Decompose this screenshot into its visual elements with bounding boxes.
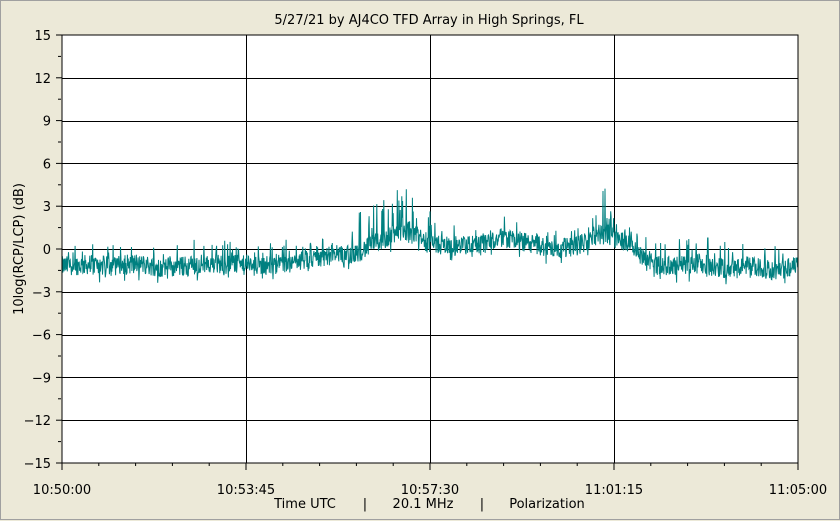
x-label-mode: Polarization (509, 497, 585, 512)
y-tick-label: −6 (32, 329, 51, 344)
x-label-separator: | (363, 497, 367, 512)
series-line (61, 188, 799, 285)
x-tick-label: 11:05:00 (769, 483, 827, 498)
x-tick-label: 10:57:30 (401, 483, 459, 498)
y-tick-label: 0 (43, 243, 51, 258)
y-tick-label: 6 (43, 157, 51, 172)
x-tick-label: 11:01:15 (585, 483, 643, 498)
y-tick-label: −3 (32, 286, 51, 301)
x-label-separator: | (480, 497, 484, 512)
y-tick-label: 9 (43, 115, 51, 130)
y-tick-label: 3 (43, 200, 51, 215)
y-tick-label: −9 (32, 371, 51, 386)
y-tick-label: 12 (34, 72, 51, 87)
y-axis: 15 12 9 6 3 0 −3 −6 −9 −12 −15 (24, 29, 62, 472)
chart-title: 5/27/21 by AJ4CO TFD Array in High Sprin… (274, 13, 584, 28)
x-tick-label: 10:50:00 (33, 483, 91, 498)
x-axis-label: Time UTC | 20.1 MHz | Polarization (273, 497, 585, 512)
y-tick-label: −15 (24, 457, 51, 472)
x-label-frequency: 20.1 MHz (393, 497, 454, 512)
x-axis: 10:50:00 10:53:45 10:57:30 11:01:15 11:05:00 (33, 463, 827, 498)
y-tick-label: 15 (34, 29, 51, 44)
y-axis-label: 10log(RCP/LCP) (dB) (12, 183, 27, 315)
y-tick-label: −12 (24, 414, 51, 429)
grid (62, 35, 798, 463)
series-polarization (61, 188, 799, 285)
x-label-time: Time UTC (273, 497, 336, 512)
x-tick-label: 10:53:45 (217, 483, 275, 498)
